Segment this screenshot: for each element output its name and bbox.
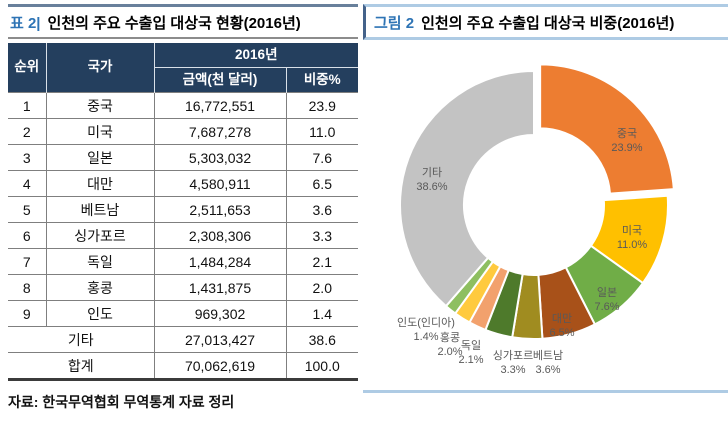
cell-country: 미국 xyxy=(45,118,154,145)
header-country: 국가 xyxy=(45,43,154,93)
slice-label-대만: 대만 xyxy=(552,312,572,325)
table-row: 1 중국 16,772,551 23.9 xyxy=(8,92,359,119)
cell-amount: 27,013,427 xyxy=(153,326,286,353)
slice-label-인도(인디아): 1.4% xyxy=(413,331,438,343)
cell-share: 2.1 xyxy=(285,248,359,275)
figure-title: 그림 2 인천의 주요 수출입 대상국 비중(2016년) xyxy=(363,4,728,40)
slice-label-홍콩: 2.0% xyxy=(437,346,462,358)
table-row-total: 합계 70,062,619 100.0 xyxy=(8,352,359,381)
cell-amount: 2,308,306 xyxy=(153,222,286,249)
donut-chart: 중국 23.9% 미국 11.0% 일본 7.6% 대만 6.5% 베트남 3.6%싱가포르 3.3… xyxy=(397,63,675,376)
header-rank: 순위 xyxy=(8,43,46,93)
cell-label: 기타 xyxy=(8,326,154,353)
slice-label-인도(인디아): 인도(인디아) xyxy=(397,316,455,329)
slice-label-기타: 기타 xyxy=(422,166,442,179)
cell-amount: 5,303,032 xyxy=(153,144,286,171)
slice-label-대만: 6.5% xyxy=(549,327,574,339)
slice-label-일본: 일본 xyxy=(597,285,617,299)
cell-amount: 16,772,551 xyxy=(153,92,286,119)
figure-title-text: 인천의 주요 수출입 대상국 비중(2016년) xyxy=(421,15,675,32)
cell-country: 싱가포르 xyxy=(45,222,154,249)
table-title: 표 2| 인천의 주요 수출입 대상국 현황(2016년) xyxy=(8,4,358,39)
table-row: 2 미국 7,687,278 11.0 xyxy=(8,118,359,145)
cell-rank: 5 xyxy=(8,196,46,223)
cell-amount: 1,431,875 xyxy=(153,274,286,301)
slice-label-홍콩: 홍콩 xyxy=(440,330,460,344)
table-title-text: 인천의 주요 수출입 대상국 현황(2016년) xyxy=(47,15,301,32)
figure-body: 중국 23.9% 미국 11.0% 일본 7.6% 대만 6.5% 베트남 3.6% 싱가포르 3.3… xyxy=(363,40,728,393)
table-panel: 표 2| 인천의 주요 수출입 대상국 현황(2016년) 순위 국가 2016년… xyxy=(8,4,359,412)
table-row: 3 일본 5,303,032 7.6 xyxy=(8,144,359,171)
slice-label-중국: 23.9% xyxy=(611,142,642,154)
table-row: 5 베트남 2,511,653 3.6 xyxy=(8,196,359,223)
slice-label-베트남: 베트남 xyxy=(533,349,563,362)
slice-label-기타: 38.6% xyxy=(416,181,447,193)
slice-label-미국: 11.0% xyxy=(617,239,648,251)
figure-panel: 그림 2 인천의 주요 수출입 대상국 비중(2016년) 중국 23.9% 미국 11… xyxy=(363,4,728,393)
cell-share: 38.6 xyxy=(285,326,359,353)
cell-amount: 4,580,911 xyxy=(153,170,286,197)
cell-rank: 3 xyxy=(8,144,46,171)
table-row: 8 홍콩 1,431,875 2.0 xyxy=(8,274,359,301)
cell-country: 중국 xyxy=(45,92,154,119)
table-row: 6 싱가포르 2,308,306 3.3 xyxy=(8,222,359,249)
cell-rank: 8 xyxy=(8,274,46,301)
cell-share: 1.4 xyxy=(285,300,359,327)
slice-label-싱가포르: 3.3% xyxy=(500,364,525,376)
table-row: 7 독일 1,484,284 2.1 xyxy=(8,248,359,275)
cell-country: 홍콩 xyxy=(45,274,154,301)
cell-rank: 7 xyxy=(8,248,46,275)
header-year: 2016년 xyxy=(153,43,359,68)
cell-amount: 70,062,619 xyxy=(153,352,286,381)
cell-share: 3.6 xyxy=(285,196,359,223)
cell-label: 합계 xyxy=(8,352,154,381)
table-row: 4 대만 4,580,911 6.5 xyxy=(8,170,359,197)
cell-country: 베트남 xyxy=(45,196,154,223)
cell-amount: 969,302 xyxy=(153,300,286,327)
cell-country: 독일 xyxy=(45,248,154,275)
cell-share: 100.0 xyxy=(285,352,359,381)
figure-title-prefix: 그림 2 xyxy=(374,15,415,32)
table-row: 9 인도 969,302 1.4 xyxy=(8,300,359,327)
trade-table: 순위 국가 2016년 금액(천 달러) 비중% 1 중국 16,772,551 23… xyxy=(8,43,359,381)
cell-share: 2.0 xyxy=(285,274,359,301)
cell-rank: 1 xyxy=(8,92,46,119)
slice-label-베트남: 3.6% xyxy=(535,364,560,376)
donut-slice-중국 xyxy=(539,63,675,195)
cell-amount: 1,484,284 xyxy=(153,248,286,275)
header-share: 비중% xyxy=(285,67,359,93)
cell-share: 6.5 xyxy=(285,170,359,197)
cell-country: 일본 xyxy=(45,144,154,171)
cell-amount: 2,511,653 xyxy=(153,196,286,223)
cell-rank: 9 xyxy=(8,300,46,327)
cell-rank: 4 xyxy=(8,170,46,197)
cell-share: 3.3 xyxy=(285,222,359,249)
cell-amount: 7,687,278 xyxy=(153,118,286,145)
cell-country: 대만 xyxy=(45,170,154,197)
cell-rank: 2 xyxy=(8,118,46,145)
table-body: 1 중국 16,772,551 23.9 2 미국 7,687,278 11.0 3 일본 5,30… xyxy=(8,92,359,381)
slice-label-미국: 미국 xyxy=(622,224,642,237)
cell-country: 인도 xyxy=(45,300,154,327)
slice-label-중국: 중국 xyxy=(617,128,637,140)
trade-table-header: 순위 국가 2016년 금액(천 달러) 비중% xyxy=(8,43,359,93)
cell-share: 7.6 xyxy=(285,144,359,171)
slice-label-일본: 7.6% xyxy=(594,301,619,313)
header-amount: 금액(천 달러) xyxy=(153,67,286,93)
cell-rank: 6 xyxy=(8,222,46,249)
donut-slice-기타 xyxy=(399,69,535,308)
cell-share: 23.9 xyxy=(285,92,359,119)
table-row-etc: 기타 27,013,427 38.6 xyxy=(8,326,359,353)
slice-label-독일: 독일 xyxy=(461,338,481,352)
slice-label-싱가포르: 싱가포르 xyxy=(493,349,533,362)
source-note: 자료: 한국무역협회 무역통계 자료 정리 xyxy=(8,394,235,410)
table-title-prefix: 표 2| xyxy=(10,15,41,32)
slice-label-독일: 2.1% xyxy=(458,354,483,366)
cell-share: 11.0 xyxy=(285,118,359,145)
